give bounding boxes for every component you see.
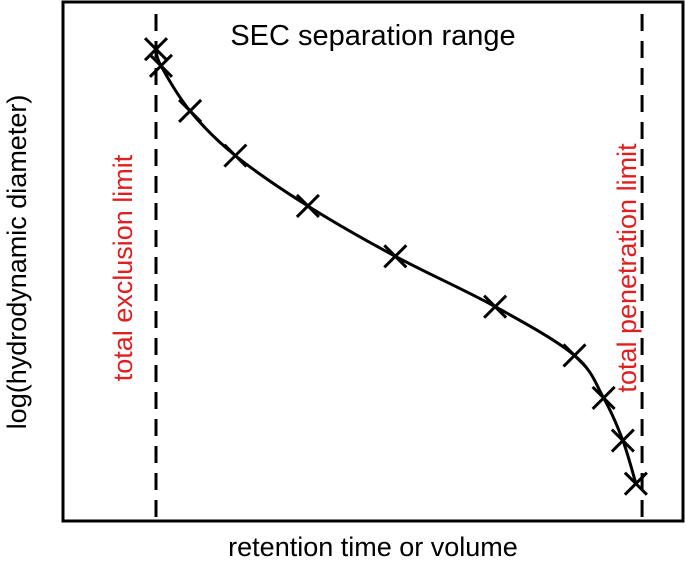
data-point-marker	[483, 294, 508, 319]
data-point-marker	[623, 471, 648, 496]
data-point-marker	[383, 244, 408, 269]
data-point-marker	[178, 98, 203, 124]
exclusion-limit-label: total exclusion limit	[108, 154, 138, 381]
data-point-marker	[223, 143, 248, 168]
data-point-marker	[148, 53, 174, 78]
penetration-limit-label: total penetration limit	[612, 143, 642, 393]
chart-title: SEC separation range	[230, 20, 515, 52]
data-point-marker	[591, 385, 616, 411]
data-point-marker	[562, 343, 587, 368]
plot-frame	[61, 0, 685, 523]
data-point-marker	[295, 193, 320, 219]
data-point-marker	[610, 428, 635, 453]
x-axis-label: retention time or volume	[228, 532, 518, 562]
calibration-curve	[154, 48, 638, 485]
y-axis-label: log(hydrodynamic diameter)	[2, 95, 32, 430]
data-point-marker	[143, 37, 169, 62]
